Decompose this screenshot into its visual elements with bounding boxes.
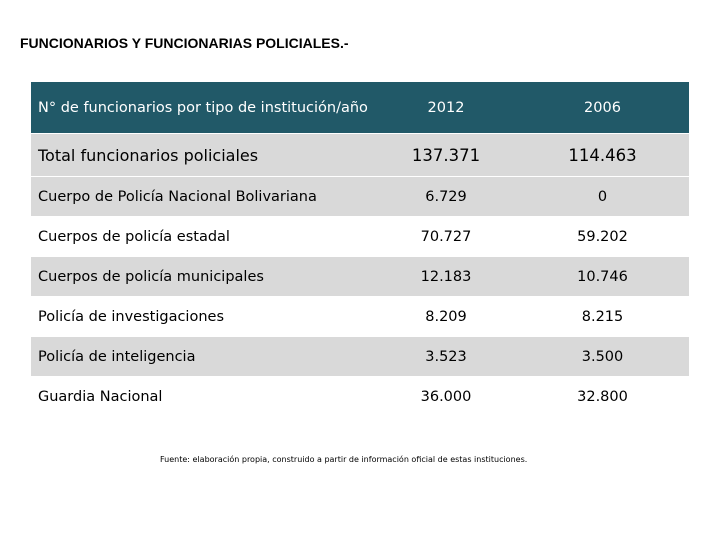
row-2012: 6.729 bbox=[425, 188, 467, 205]
total-2006: 114.463 bbox=[568, 145, 637, 165]
row-2006: 0 bbox=[597, 188, 608, 205]
page-title: FUNCIONARIOS Y FUNCIONARIAS POLICIALES.- bbox=[20, 35, 349, 51]
header-2006: 2006 bbox=[584, 99, 621, 116]
header-2012: 2012 bbox=[427, 99, 465, 116]
data-table: N° de funcionarios por tipo de instituci… bbox=[31, 82, 689, 417]
row-label: Cuerpo de Policía Nacional Bolivariana bbox=[38, 188, 317, 205]
table-row: Policía de inteligencia 3.523 3.500 bbox=[31, 337, 689, 377]
total-row: Total funcionarios policiales 137.371 11… bbox=[31, 134, 689, 177]
row-2012: 70.727 bbox=[420, 228, 472, 245]
row-2012: 8.209 bbox=[425, 308, 467, 325]
header-label: N° de funcionarios por tipo de instituci… bbox=[38, 99, 368, 116]
row-label: Cuerpos de policía municipales bbox=[38, 268, 264, 285]
total-label: Total funcionarios policiales bbox=[38, 145, 259, 165]
row-2012: 36.000 bbox=[420, 388, 472, 405]
row-2006: 3.500 bbox=[581, 348, 624, 365]
row-2006: 59.202 bbox=[577, 228, 628, 245]
row-2006: 32.800 bbox=[577, 388, 628, 405]
row-label: Policía de investigaciones bbox=[38, 308, 225, 325]
source-footnote: Fuente: elaboración propia, construido a… bbox=[160, 455, 528, 464]
table-row: Cuerpos de policía estadal 70.727 59.202 bbox=[31, 217, 689, 257]
row-2006: 10.746 bbox=[577, 268, 628, 285]
table-header-row: N° de funcionarios por tipo de instituci… bbox=[31, 82, 689, 134]
total-2012: 137.371 bbox=[411, 145, 481, 165]
row-label: Cuerpos de policía estadal bbox=[38, 228, 230, 245]
table-row: Cuerpo de Policía Nacional Bolivariana 6… bbox=[31, 177, 689, 217]
table-row: Policía de investigaciones 8.209 8.215 bbox=[31, 297, 689, 337]
row-2006: 8.215 bbox=[581, 308, 624, 325]
table-row: Guardia Nacional 36.000 32.800 bbox=[31, 377, 689, 417]
table-row: Cuerpos de policía municipales 12.183 10… bbox=[31, 257, 689, 297]
row-2012: 3.523 bbox=[425, 348, 467, 365]
row-label: Policía de inteligencia bbox=[38, 348, 196, 365]
row-2012: 12.183 bbox=[420, 268, 472, 285]
row-label: Guardia Nacional bbox=[38, 388, 163, 405]
